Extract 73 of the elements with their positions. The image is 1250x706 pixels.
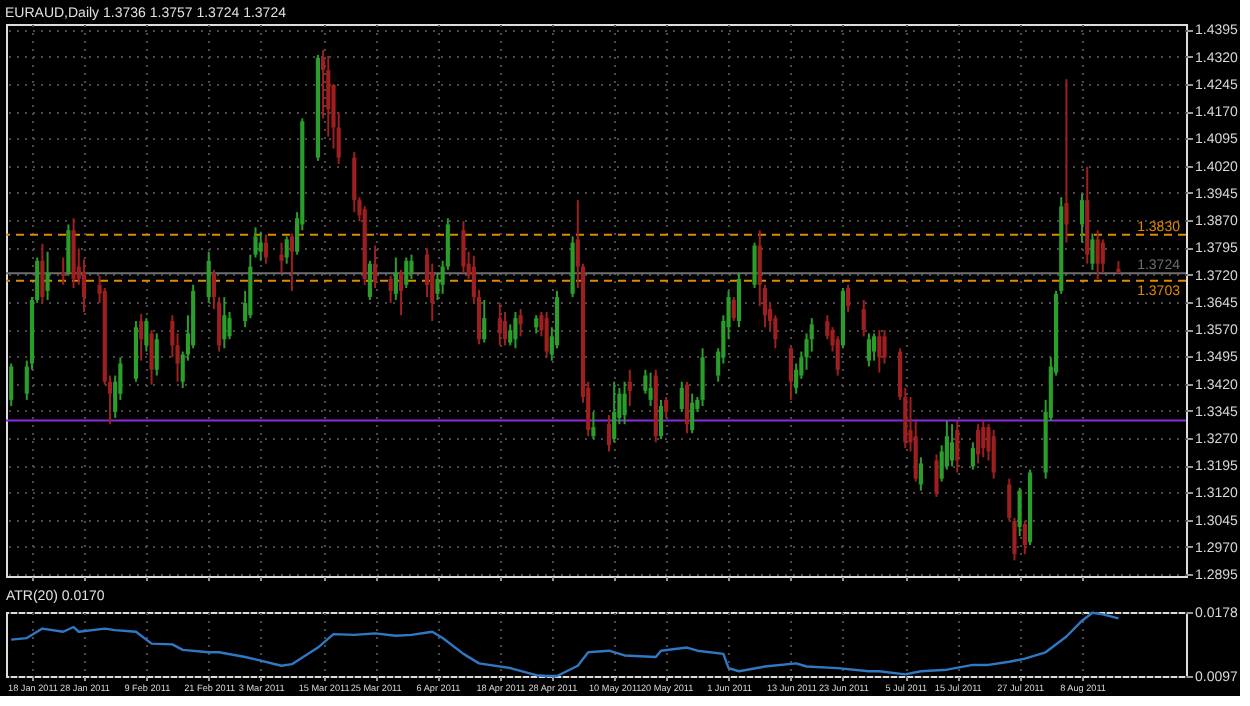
- candlestick: [1064, 78, 1069, 244]
- candlestick: [393, 256, 398, 301]
- candlestick: [690, 392, 695, 435]
- candlestick: [518, 308, 523, 338]
- candlestick: [1017, 486, 1022, 538]
- candlestick: [404, 256, 409, 290]
- candlestick: [752, 241, 757, 290]
- candlestick: [835, 335, 840, 377]
- candlestick: [534, 314, 539, 335]
- candlestick: [612, 380, 617, 444]
- candlestick: [1022, 519, 1027, 556]
- candlestick: [9, 362, 14, 408]
- candlestick: [258, 230, 263, 262]
- candlestick: [40, 242, 45, 304]
- candlestick: [263, 233, 268, 265]
- candlestick: [154, 332, 159, 377]
- candlestick: [684, 380, 690, 435]
- candlestick: [544, 310, 549, 359]
- candlestick: [606, 414, 612, 453]
- candlestick: [352, 150, 357, 214]
- candlestick: [45, 250, 50, 301]
- candlestick: [139, 312, 144, 362]
- candlestick: [872, 332, 877, 362]
- candlestick: [1090, 232, 1095, 271]
- candlestick: [497, 301, 502, 347]
- candlestick: [736, 271, 742, 329]
- candlestick: [861, 299, 866, 338]
- candlestick: [1095, 229, 1100, 280]
- candlestick: [149, 329, 154, 386]
- line-series: [10, 611, 1120, 678]
- candlestick: [482, 299, 487, 344]
- candlestick: [658, 398, 664, 441]
- candlestick: [981, 419, 986, 459]
- candlestick: [877, 329, 882, 374]
- candlestick: [398, 268, 404, 317]
- candlestick: [788, 344, 794, 401]
- candlestick: [866, 332, 871, 368]
- candlestick: [991, 429, 996, 480]
- candlestick: [648, 371, 653, 408]
- candlestick: [846, 283, 851, 313]
- candlestick: [388, 274, 393, 304]
- candlestick: [664, 395, 669, 420]
- candlestick: [882, 329, 887, 365]
- candlestick: [279, 241, 284, 274]
- candlestick: [144, 317, 149, 353]
- candlestick: [66, 223, 71, 277]
- candlestick: [289, 232, 294, 292]
- candlestick: [284, 235, 289, 265]
- candlestick: [591, 410, 596, 441]
- candlestick: [222, 296, 227, 350]
- candlestick: [975, 423, 981, 465]
- candlestick: [955, 419, 960, 474]
- candlestick: [950, 423, 955, 468]
- candlestick: [934, 453, 939, 498]
- candlestick: [373, 244, 378, 290]
- candlestick: [61, 256, 66, 286]
- candlestick: [513, 310, 518, 350]
- candlestick: [970, 441, 975, 471]
- candlestick: [679, 380, 684, 413]
- candlestick: [409, 253, 414, 280]
- candlestick: [1079, 192, 1085, 244]
- candlestick: [627, 368, 632, 408]
- candlestick: [253, 226, 258, 259]
- candlestick: [502, 310, 508, 347]
- candlestick: [700, 347, 705, 408]
- candlestick: [461, 220, 466, 274]
- candlestick: [206, 250, 211, 304]
- candlestick: [622, 380, 627, 426]
- candlestick: [918, 456, 923, 492]
- candlestick: [367, 259, 372, 301]
- candlestick: [227, 310, 232, 341]
- candlestick: [1100, 238, 1105, 274]
- candlestick: [731, 296, 736, 323]
